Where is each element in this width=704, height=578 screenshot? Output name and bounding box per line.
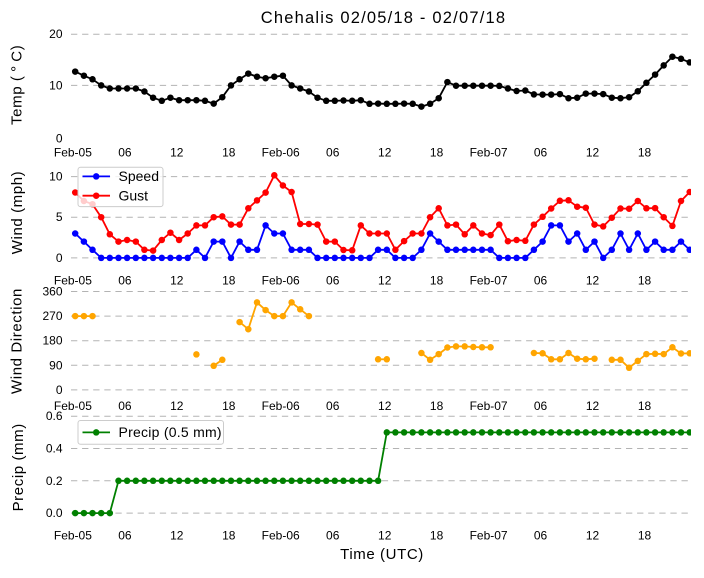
svg-text:06: 06: [326, 399, 340, 413]
svg-text:Chehalis 02/05/18 - 02/07/18: Chehalis 02/05/18 - 02/07/18: [261, 9, 507, 27]
svg-text:18: 18: [222, 273, 236, 287]
svg-text:06: 06: [534, 146, 548, 160]
svg-text:18: 18: [430, 273, 444, 287]
svg-text:06: 06: [326, 528, 340, 542]
svg-text:0.2: 0.2: [46, 474, 63, 488]
svg-text:12: 12: [586, 528, 600, 542]
svg-text:06: 06: [326, 146, 340, 160]
svg-text:06: 06: [118, 528, 132, 542]
svg-text:06: 06: [534, 273, 548, 287]
svg-text:12: 12: [170, 146, 184, 160]
svg-text:12: 12: [378, 399, 392, 413]
svg-text:Feb-07: Feb-07: [470, 528, 508, 542]
svg-text:20: 20: [49, 27, 63, 41]
svg-text:0.0: 0.0: [46, 506, 63, 520]
svg-text:0: 0: [56, 251, 63, 265]
svg-text:06: 06: [534, 399, 548, 413]
svg-text:270: 270: [42, 309, 62, 323]
svg-text:18: 18: [222, 399, 236, 413]
svg-text:Feb-07: Feb-07: [470, 273, 508, 287]
svg-text:Precip (mm): Precip (mm): [10, 423, 27, 511]
svg-text:12: 12: [586, 273, 600, 287]
svg-text:18: 18: [638, 273, 652, 287]
svg-text:Gust: Gust: [119, 188, 149, 204]
svg-text:18: 18: [222, 528, 236, 542]
svg-text:Feb-07: Feb-07: [470, 399, 508, 413]
svg-text:06: 06: [118, 399, 132, 413]
svg-text:06: 06: [118, 146, 132, 160]
svg-text:12: 12: [586, 146, 600, 160]
svg-text:360: 360: [42, 285, 62, 299]
svg-text:18: 18: [430, 146, 444, 160]
svg-text:12: 12: [378, 146, 392, 160]
svg-text:90: 90: [49, 358, 63, 372]
svg-text:12: 12: [378, 528, 392, 542]
svg-text:Precip (0.5 mm): Precip (0.5 mm): [119, 424, 222, 440]
svg-text:0.6: 0.6: [46, 409, 63, 423]
svg-text:Feb-06: Feb-06: [262, 273, 300, 287]
svg-text:Feb-05: Feb-05: [54, 399, 92, 413]
svg-text:0: 0: [56, 383, 63, 397]
svg-text:18: 18: [222, 146, 236, 160]
svg-text:Feb-05: Feb-05: [54, 528, 92, 542]
svg-text:Feb-06: Feb-06: [262, 146, 300, 160]
svg-text:180: 180: [42, 334, 62, 348]
svg-text:Feb-06: Feb-06: [262, 399, 300, 413]
svg-text:Wind (mph): Wind (mph): [9, 171, 26, 255]
svg-text:5: 5: [56, 210, 63, 224]
svg-text:Feb-05: Feb-05: [54, 146, 92, 160]
svg-text:10: 10: [49, 78, 63, 92]
svg-text:18: 18: [430, 399, 444, 413]
svg-text:06: 06: [534, 528, 548, 542]
svg-text:12: 12: [170, 528, 184, 542]
svg-text:18: 18: [638, 399, 652, 413]
svg-text:0: 0: [56, 132, 63, 146]
svg-text:Feb-05: Feb-05: [54, 273, 92, 287]
svg-text:12: 12: [170, 273, 184, 287]
svg-text:Wind Direction: Wind Direction: [9, 288, 26, 394]
svg-text:12: 12: [170, 399, 184, 413]
svg-text:06: 06: [118, 273, 132, 287]
svg-text:Time (UTC): Time (UTC): [340, 546, 424, 563]
svg-text:06: 06: [326, 273, 340, 287]
svg-text:Feb-07: Feb-07: [470, 146, 508, 160]
svg-text:Temp ( ° C): Temp ( ° C): [9, 45, 26, 125]
svg-text:0.4: 0.4: [46, 442, 63, 456]
svg-text:18: 18: [638, 528, 652, 542]
svg-text:12: 12: [378, 273, 392, 287]
svg-text:18: 18: [430, 528, 444, 542]
svg-text:Feb-06: Feb-06: [262, 528, 300, 542]
svg-text:10: 10: [49, 170, 63, 184]
svg-text:12: 12: [586, 399, 600, 413]
svg-text:18: 18: [638, 146, 652, 160]
svg-text:Speed: Speed: [119, 168, 159, 184]
